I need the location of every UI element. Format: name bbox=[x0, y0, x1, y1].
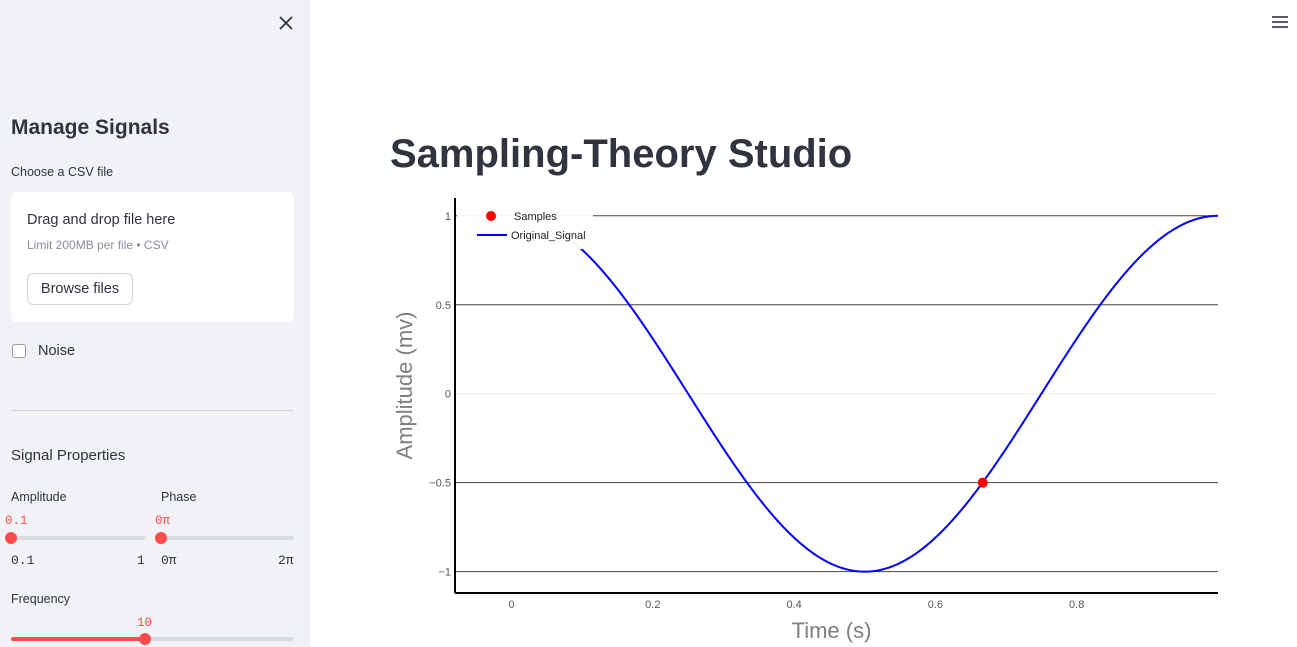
chart-legend: Samples Original_Signal bbox=[457, 207, 593, 249]
x-tick-label: 0.8 bbox=[1069, 599, 1084, 611]
chart-axes bbox=[454, 198, 1218, 594]
sidebar-title: Manage Signals bbox=[11, 116, 170, 139]
sidebar: Manage Signals Choose a CSV file Drag an… bbox=[0, 0, 310, 647]
close-sidebar-button[interactable] bbox=[276, 13, 296, 33]
legend-signal-label: Original_Signal bbox=[511, 230, 586, 242]
amplitude-slider-track[interactable] bbox=[11, 536, 145, 540]
amplitude-min: 0.1 bbox=[11, 553, 35, 568]
section-title: Signal Properties bbox=[11, 447, 126, 464]
x-axis-label: Time (s) bbox=[792, 618, 872, 643]
legend-box bbox=[457, 207, 593, 249]
phase-label: Phase bbox=[161, 490, 197, 504]
y-tick-labels: −1 −0.5 0 0.5 1 bbox=[429, 211, 451, 579]
y-tick-label: 0 bbox=[445, 389, 451, 401]
main-menu-button[interactable] bbox=[1271, 14, 1289, 30]
noise-checkbox-row[interactable]: Noise bbox=[12, 341, 75, 361]
x-tick-label: 0.4 bbox=[786, 599, 801, 611]
sidebar-divider bbox=[11, 410, 294, 411]
phase-max: 2π bbox=[278, 553, 294, 568]
legend-samples-label: Samples bbox=[514, 211, 557, 223]
dropzone-limit: Limit 200MB per file • CSV bbox=[27, 238, 169, 252]
x-tick-labels: 0 0.2 0.4 0.6 0.8 bbox=[508, 599, 1084, 611]
original-signal-line bbox=[567, 214, 1219, 573]
frequency-slider-fill bbox=[11, 637, 145, 641]
amplitude-slider-thumb[interactable] bbox=[5, 532, 17, 544]
x-tick-label: 0 bbox=[508, 599, 514, 611]
noise-checkbox[interactable] bbox=[12, 344, 26, 358]
phase-slider-track[interactable] bbox=[161, 536, 294, 540]
dropzone-text: Drag and drop file here bbox=[27, 212, 176, 228]
y-tick-label: 1 bbox=[445, 211, 451, 223]
page-title: Sampling-Theory Studio bbox=[390, 132, 853, 176]
browse-files-button[interactable]: Browse files bbox=[27, 273, 133, 305]
chart-gridlines bbox=[455, 215, 1218, 573]
amplitude-value: 0.1 bbox=[5, 514, 28, 528]
upload-label: Choose a CSV file bbox=[11, 165, 114, 179]
y-tick-label: 0.5 bbox=[436, 300, 451, 312]
frequency-label: Frequency bbox=[11, 592, 71, 606]
x-tick-label: 0.6 bbox=[928, 599, 943, 611]
file-dropzone[interactable]: Drag and drop file here Limit 200MB per … bbox=[11, 192, 294, 322]
amplitude-max: 1 bbox=[137, 553, 145, 568]
y-axis-label: Amplitude (mv) bbox=[392, 312, 417, 460]
y-tick-label: −0.5 bbox=[429, 478, 451, 490]
chart-plot-area bbox=[567, 214, 1219, 573]
phase-min: 0π bbox=[161, 553, 177, 568]
y-tick-label: −1 bbox=[438, 567, 451, 579]
sample-point bbox=[977, 477, 988, 488]
x-tick-label: 0.2 bbox=[645, 599, 660, 611]
close-icon bbox=[279, 16, 293, 30]
amplitude-label: Amplitude bbox=[11, 490, 67, 504]
frequency-value: 10 bbox=[137, 616, 153, 630]
signal-chart[interactable]: −1 −0.5 0 0.5 1 0 0.2 0.4 0.6 0.8 Time (s) Ampli… bbox=[390, 190, 1230, 647]
phase-slider-thumb[interactable] bbox=[155, 532, 167, 544]
frequency-slider-thumb[interactable] bbox=[139, 633, 151, 645]
legend-samples-marker bbox=[486, 211, 496, 221]
frequency-slider-track[interactable] bbox=[11, 637, 294, 641]
phase-value: 0π bbox=[155, 514, 171, 528]
noise-label: Noise bbox=[38, 343, 76, 359]
hamburger-icon bbox=[1272, 16, 1288, 28]
